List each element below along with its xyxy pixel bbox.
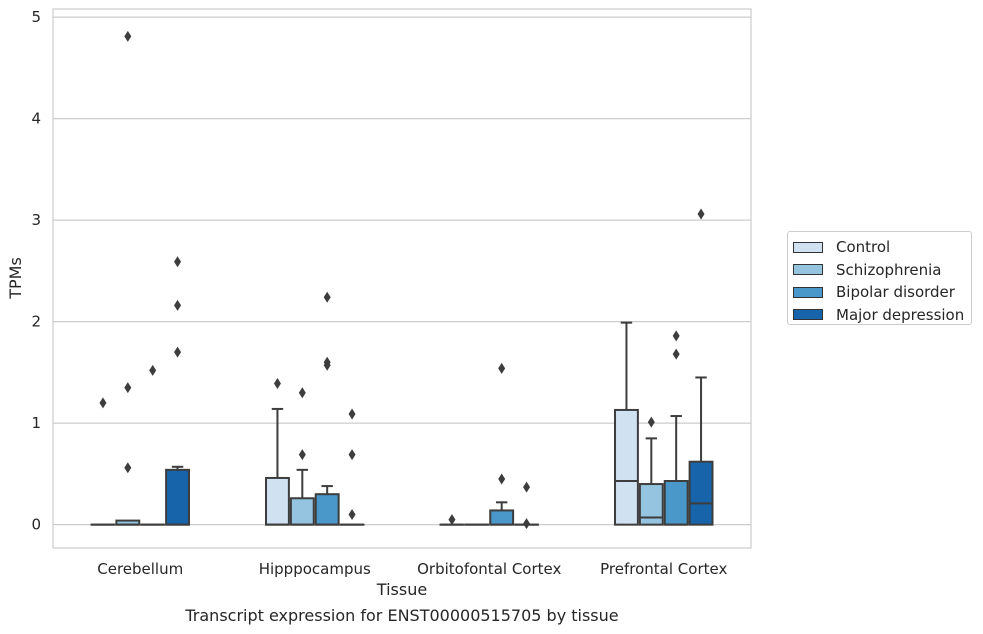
outlier-point (498, 473, 506, 485)
outlier-point (348, 408, 356, 420)
outlier-point (174, 256, 182, 268)
outlier-point (323, 359, 331, 371)
box-bipolar-disorder (663, 330, 689, 526)
box-control (90, 397, 116, 526)
box-schizophrenia (638, 416, 664, 526)
outlier-point (498, 362, 506, 374)
boxes (90, 30, 714, 530)
legend-swatch (793, 264, 823, 276)
box-iqr (663, 480, 689, 526)
box-major-depression (514, 481, 539, 530)
legend: Control Schizophrenia Bipolar disorder Majo… (787, 231, 972, 325)
box-control (614, 321, 639, 526)
outlier-point (273, 378, 281, 390)
x-axis-label: Tissue (376, 580, 427, 599)
box-bipolar-disorder (489, 362, 515, 526)
outlier-point (174, 299, 182, 311)
outlier-point (124, 30, 132, 42)
outlier-point (323, 291, 331, 303)
box-iqr (314, 493, 340, 526)
legend-label: Major depression (836, 305, 965, 324)
outlier-point (348, 449, 356, 461)
outlier-point (149, 364, 157, 376)
box-iqr (638, 483, 664, 526)
legend-item: Control (793, 236, 971, 259)
outlier-point (523, 481, 531, 493)
outlier-point (174, 346, 182, 358)
legend-label: Control (836, 238, 891, 257)
box-schizophrenia (115, 30, 141, 526)
outlier-point (348, 509, 356, 521)
box-schizophrenia (289, 387, 315, 526)
box-iqr (289, 497, 315, 526)
x-axis-ticks: Cerebellum Hipppocampus Orbitofontal Corte… (97, 560, 727, 578)
outlier-point (298, 449, 306, 461)
box-major-depression (339, 408, 365, 526)
box-bipolar-disorder (140, 364, 166, 526)
box-major-depression (688, 208, 714, 526)
box-bipolar-disorder (314, 291, 340, 526)
box-iqr (614, 408, 639, 526)
y-axis-label: TPMs (6, 257, 25, 300)
box-iqr (165, 468, 190, 526)
outlier-point (298, 387, 306, 399)
y-tick-label: 2 (31, 313, 41, 331)
y-axis-ticks: 0 1 2 3 4 5 (31, 8, 41, 534)
legend-label: Schizophrenia (836, 260, 942, 279)
y-tick-label: 0 (31, 516, 41, 534)
legend-item: Major depression (793, 304, 971, 327)
box-control (265, 378, 290, 526)
legend-swatch (793, 286, 823, 298)
x-tick-label: Prefrontal Cortex (600, 560, 727, 578)
y-tick-label: 4 (31, 110, 41, 128)
outlier-point (697, 208, 705, 220)
legend-label: Bipolar disorder (836, 283, 955, 302)
legend-item: Bipolar disorder (793, 281, 971, 304)
x-tick-label: Orbitofontal Cortex (417, 560, 561, 578)
box-major-depression (165, 256, 190, 526)
box-control (439, 514, 465, 526)
outlier-point (672, 330, 680, 342)
outlier-point (124, 382, 132, 394)
x-tick-label: Cerebellum (97, 560, 183, 578)
outlier-point (672, 348, 680, 360)
y-tick-label: 1 (31, 414, 41, 432)
y-tick-label: 3 (31, 211, 41, 229)
plot-area (52, 8, 752, 549)
legend-swatch (793, 241, 823, 253)
x-tick-label: Hipppocampus (259, 560, 371, 578)
outlier-point (99, 397, 107, 409)
box-iqr (688, 460, 714, 526)
legend-swatch (793, 309, 823, 321)
y-tick-label: 5 (31, 8, 41, 26)
box-iqr (265, 476, 290, 526)
outlier-point (647, 416, 655, 428)
outlier-point (523, 518, 531, 530)
chart-caption: Transcript expression for ENST0000051570… (185, 606, 619, 625)
outlier-point (124, 462, 132, 474)
legend-item: Schizophrenia (793, 259, 971, 282)
outlier-point (448, 514, 456, 526)
box-iqr (489, 509, 515, 526)
